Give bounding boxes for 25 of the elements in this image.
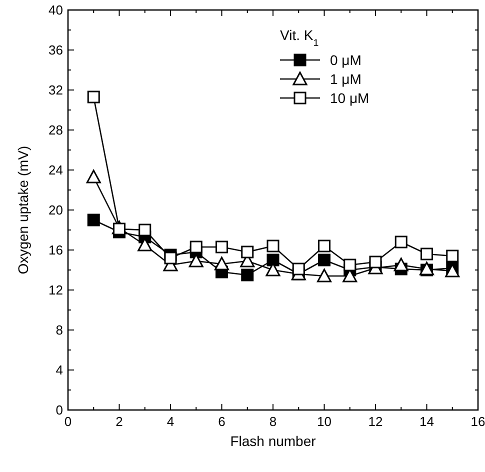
y-tick-label: 16 xyxy=(48,242,63,258)
y-axis-title: Oxygen uptake (mV) xyxy=(15,146,31,274)
legend-label: 0 μM xyxy=(330,52,362,68)
x-tick-label: 12 xyxy=(368,414,383,429)
x-tick-label: 2 xyxy=(116,414,123,429)
legend-label: 10 μM xyxy=(330,90,370,106)
y-tick-label: 24 xyxy=(48,162,63,178)
y-tick-label: 36 xyxy=(48,42,63,58)
y-tick-label: 40 xyxy=(48,2,63,18)
y-tick-label: 28 xyxy=(48,122,63,138)
legend-title: Vit. K$_{1}$ xyxy=(280,27,319,48)
x-tick-label: 4 xyxy=(166,414,174,429)
y-tick-label: 4 xyxy=(56,362,63,378)
x-tick-label: 6 xyxy=(218,414,226,429)
y-tick-label: 12 xyxy=(48,282,63,298)
x-tick-label: 10 xyxy=(317,414,332,429)
x-tick-label: 16 xyxy=(470,414,485,429)
y-tick-label: 32 xyxy=(48,82,63,98)
y-tick-label: 8 xyxy=(56,322,63,338)
legend-label: 1 μM xyxy=(330,71,362,87)
x-tick-label: 14 xyxy=(420,414,434,429)
x-tick-label: 8 xyxy=(269,414,277,429)
x-axis-title: Flash number xyxy=(230,433,316,449)
y-tick-label: 20 xyxy=(48,202,63,218)
y-tick-label: 0 xyxy=(56,402,63,418)
